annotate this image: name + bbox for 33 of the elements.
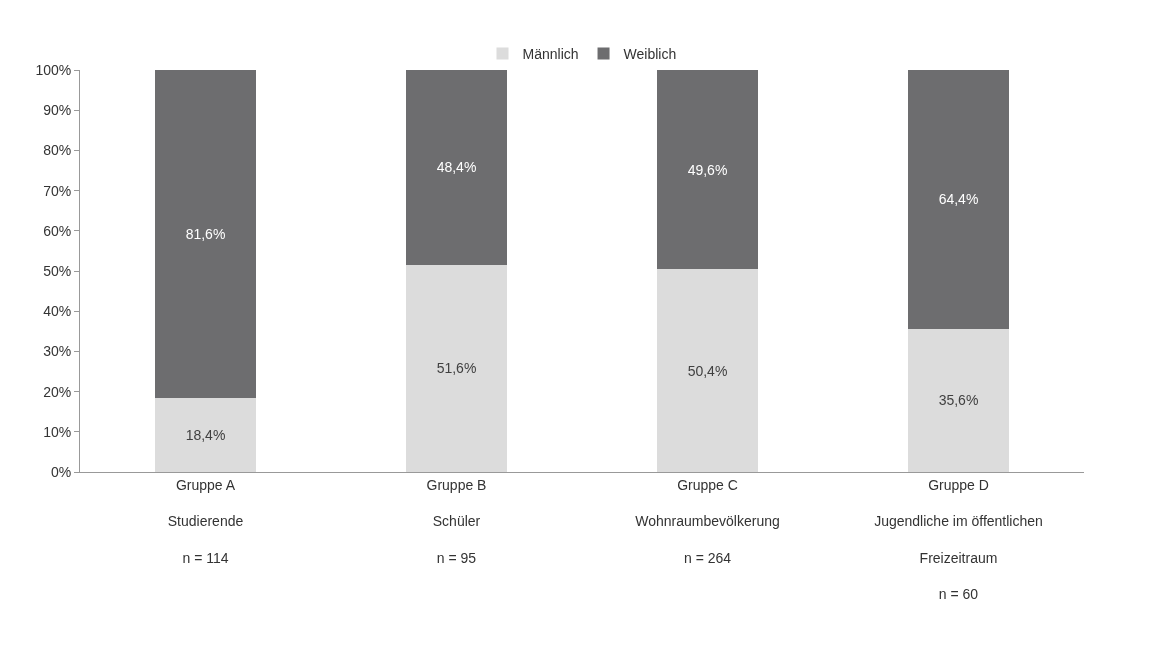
y-tick-label: 20% — [43, 383, 72, 400]
bar — [908, 328, 1009, 472]
data-label: 81,6% — [185, 226, 226, 243]
y-tick-label: 80% — [43, 142, 72, 159]
bar — [406, 70, 507, 265]
bar — [908, 70, 1009, 329]
bar — [155, 70, 256, 399]
category-label: Gruppe B Schüler n = 95 — [426, 476, 487, 566]
y-tick-label: 70% — [43, 182, 72, 199]
y-tick-label: 50% — [43, 262, 72, 279]
legend-label: Männlich — [522, 46, 579, 63]
data-label: 35,6% — [938, 392, 979, 409]
y-tick-label: 60% — [43, 222, 72, 239]
category-label: Gruppe A Studierende n = 114 — [167, 476, 244, 566]
bar — [657, 269, 758, 472]
y-tick-label: 90% — [43, 102, 72, 119]
data-label: 18,4% — [185, 427, 226, 444]
y-tick-label: 0% — [50, 463, 72, 480]
data-label: 51,6% — [436, 360, 477, 377]
y-tick-label: 40% — [43, 303, 72, 320]
legend-label: Weiblich — [623, 46, 677, 63]
bar — [406, 264, 507, 472]
y-tick-label: 30% — [43, 343, 72, 360]
y-tick-label: 10% — [43, 423, 72, 440]
data-label: 49,6% — [687, 161, 728, 178]
data-label: 50,4% — [687, 362, 728, 379]
category-label: Gruppe C Wohnraumbevölkerung n = 264 — [635, 476, 780, 566]
y-tick-label: 100% — [35, 61, 72, 78]
data-label: 64,4% — [938, 191, 979, 208]
category-label: Gruppe D Jugendliche im öffentlichen Freizeitraum n = 60 — [874, 476, 1043, 602]
data-label: 48,4% — [436, 159, 477, 176]
bar — [657, 70, 758, 270]
bar — [155, 398, 256, 472]
